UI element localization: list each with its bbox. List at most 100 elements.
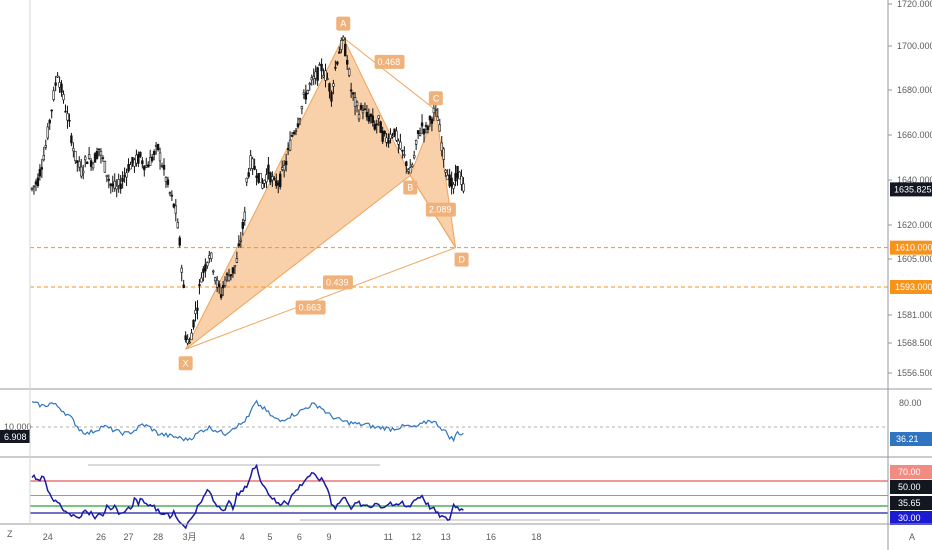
candle-body	[369, 113, 373, 117]
candle-body	[320, 63, 323, 72]
candle-body	[367, 115, 371, 122]
pattern-point-marker	[336, 16, 351, 31]
pattern-point-marker	[454, 252, 469, 267]
candle-body	[345, 59, 349, 65]
candle-body	[251, 158, 254, 169]
candle-body	[204, 264, 207, 272]
candle-body	[70, 135, 73, 144]
time-axis[interactable]: 24 26 27 28 3月 4 5 6 9 11 12 13 16 18	[43, 532, 542, 542]
timezone-button[interactable]: Z	[7, 529, 13, 539]
price-tick-label: 1568.500	[897, 338, 932, 348]
oscillator-line	[31, 399, 464, 443]
candle-body	[422, 128, 426, 135]
time-tick-label: 4	[240, 532, 245, 542]
candle-body	[332, 83, 335, 87]
candle-body	[109, 183, 113, 186]
candle-body	[200, 277, 203, 283]
candle-body	[97, 148, 101, 151]
oscillator-tick-label: 10.000	[4, 422, 32, 432]
price-tick-label: 1680.000	[897, 85, 932, 95]
candle-body	[149, 157, 152, 166]
candle-body	[188, 341, 191, 344]
candle-body	[101, 157, 105, 159]
candle-body	[347, 68, 351, 76]
candle-body	[420, 122, 424, 127]
time-tick-label: 11	[384, 532, 393, 542]
time-tick-label: 16	[486, 532, 496, 542]
time-tick-label: 18	[531, 532, 541, 542]
candle-body	[58, 82, 61, 88]
candle-body	[154, 145, 158, 147]
candle-body	[103, 161, 107, 173]
candle-body	[212, 270, 215, 273]
price-tick-label: 1700.000	[897, 41, 932, 51]
oscillator-pane-2[interactable]: 70.00 50.00 35.65 30.00	[30, 463, 932, 530]
candle-body	[440, 142, 443, 151]
candle-body	[82, 170, 85, 174]
candle-body	[107, 179, 111, 181]
candle-body	[282, 164, 286, 171]
candle-body	[428, 116, 432, 121]
candle-body	[314, 71, 317, 79]
candle-body	[373, 124, 376, 130]
candle-body	[30, 187, 34, 190]
candle-body	[450, 177, 453, 187]
candle-body	[363, 108, 367, 111]
candle-body	[448, 174, 451, 187]
candle-body	[395, 130, 398, 141]
time-tick-label: 28	[153, 532, 163, 542]
candle-body	[235, 258, 239, 263]
pattern-point-marker	[428, 91, 443, 106]
candle-body	[340, 40, 343, 50]
candle-body	[227, 275, 231, 282]
candle-body	[166, 179, 170, 185]
candle-body	[38, 168, 42, 177]
candle-body	[379, 121, 382, 133]
candle-body	[214, 277, 217, 282]
candle-body	[271, 176, 274, 181]
oscillator-2-tick-badge	[890, 465, 932, 479]
candle-body	[194, 309, 197, 314]
candle-body	[322, 75, 325, 78]
candle-body	[34, 181, 38, 185]
candle-body	[454, 173, 457, 182]
candle-body	[411, 164, 414, 167]
candle-body	[64, 110, 67, 113]
candle-body	[349, 89, 353, 92]
candle-body	[105, 174, 109, 178]
candle-body	[99, 150, 103, 156]
candle-body	[237, 243, 241, 247]
candle-body	[409, 167, 412, 174]
pattern-ratio-tag	[295, 300, 326, 315]
candle-body	[32, 185, 36, 188]
candle-body	[229, 274, 233, 277]
candle-body	[150, 156, 154, 161]
candle-body	[66, 113, 69, 121]
candle-body	[357, 114, 361, 120]
candle-body	[302, 92, 306, 95]
candle-body	[310, 77, 313, 81]
level-price-tag	[890, 280, 932, 294]
candle-body	[444, 169, 447, 173]
candle-body	[359, 105, 363, 110]
candle-body	[147, 164, 150, 168]
pattern-point-label: D	[459, 255, 466, 265]
candle-body	[202, 268, 205, 273]
candle-body	[160, 165, 164, 167]
candle-body	[288, 139, 292, 151]
candle-body	[89, 160, 93, 167]
price-pane[interactable]: 1610.000 1593.000 X A B C D 0.468 0.439 2.089 0.66…	[30, 0, 932, 378]
oscillator-2-tick-badge	[890, 511, 932, 525]
candle-body	[74, 151, 77, 161]
candle-body	[416, 130, 420, 134]
candle-body	[123, 175, 126, 177]
candle-body	[432, 107, 436, 114]
auto-scale-button[interactable]: A	[909, 532, 915, 542]
oscillator-value-label: 36.21	[896, 434, 919, 444]
candle-body	[48, 119, 51, 124]
candle-body	[418, 133, 422, 136]
candle-body	[127, 164, 130, 172]
candle-body	[217, 283, 221, 288]
candle-body	[446, 175, 449, 181]
